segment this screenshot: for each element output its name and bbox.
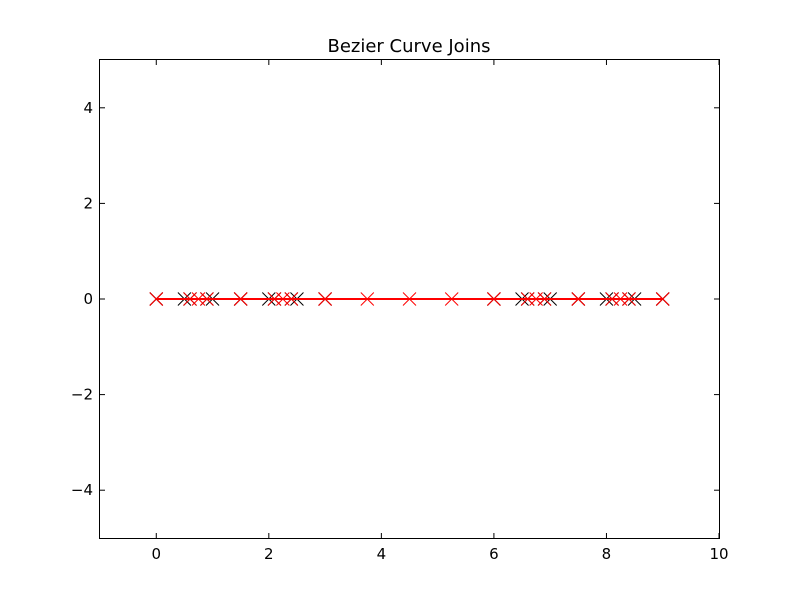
series-3-marker [487, 292, 501, 306]
chart-title: Bezier Curve Joins [327, 36, 490, 57]
series-3-marker [655, 292, 670, 306]
series-3-marker [622, 292, 636, 306]
y-tick-label: 0 [83, 290, 93, 308]
x-tick-label: 8 [602, 545, 612, 563]
y-tick-label: −2 [71, 386, 93, 404]
x-tick-label: 2 [264, 545, 274, 563]
y-tick-label: 4 [83, 99, 93, 117]
series-3-marker [149, 292, 164, 306]
x-tick-label: 10 [709, 545, 728, 563]
series-3-marker [284, 292, 299, 306]
axis-ticks [100, 60, 720, 538]
series-3-marker [183, 292, 197, 306]
axes-frame [99, 59, 720, 539]
series-3-marker [571, 292, 586, 306]
series-3-marker [537, 292, 552, 306]
series-3-marker [267, 292, 282, 306]
series-3-marker [233, 292, 248, 306]
series-3-marker [520, 292, 535, 306]
y-tick-label: 2 [83, 194, 93, 212]
series-3-marker [200, 292, 214, 306]
x-tick-label: 6 [489, 545, 499, 563]
x-tick-label: 4 [377, 545, 387, 563]
series-3-marker [605, 292, 619, 306]
plot-area [149, 292, 670, 306]
tick-labels: 0 2 4 6 8 10 −4 −2 0 2 4 [71, 99, 729, 563]
series-3-marker [318, 292, 332, 306]
y-tick-label: −4 [71, 481, 93, 499]
x-tick-label: 0 [151, 545, 161, 563]
